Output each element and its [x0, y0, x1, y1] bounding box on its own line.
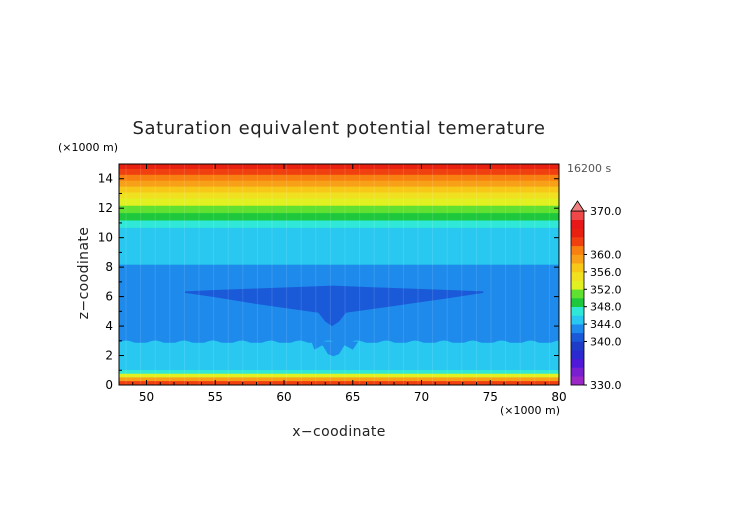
y-tick-label: 12 — [98, 201, 113, 215]
colorbar-swatch — [571, 245, 584, 255]
colorbar-swatch — [571, 315, 584, 325]
y-tick-label: 6 — [105, 290, 113, 304]
colorbar-swatch — [571, 332, 584, 342]
colorbar-tick-label: 356.0 — [590, 266, 622, 279]
contour-band-13 — [119, 180, 559, 187]
y-tick-label: 2 — [105, 349, 113, 363]
colorbar-swatch — [571, 237, 584, 247]
colorbar-swatch — [571, 211, 584, 220]
colorbar-swatch — [571, 280, 584, 290]
colorbar-tick-label: 370.0 — [590, 205, 622, 218]
y-axis-label: z−coodinate — [76, 227, 92, 320]
colorbar-tick-label: 330.0 — [590, 379, 622, 392]
contour-band-15 — [119, 168, 559, 175]
colorbar-swatch — [571, 367, 584, 377]
x-axis-unit: (×1000 m) — [500, 404, 560, 417]
colorbar-swatch — [571, 376, 584, 386]
y-tick-label: 8 — [105, 260, 113, 274]
chart-title: Saturation equivalent potential temeratu… — [132, 118, 545, 139]
y-axis-unit: (×1000 m) — [58, 141, 118, 154]
colorbar-swatch — [571, 298, 584, 307]
colorbar-swatch — [571, 263, 584, 273]
plot-area — [118, 163, 560, 386]
x-tick-label: 55 — [208, 390, 223, 404]
colorbar-swatch — [571, 341, 584, 351]
contour-region-bump — [311, 341, 359, 357]
y-axis: 0 2 4 6 8 10 12 14 — [98, 163, 559, 392]
x-tick-label: 65 — [345, 390, 360, 404]
colorbar-tick-label: 360.0 — [590, 249, 622, 262]
x-tick-label: 50 — [139, 390, 154, 404]
contour-band-14 — [119, 174, 559, 181]
x-tick-label: 70 — [414, 390, 429, 404]
contour-band-8 — [119, 212, 559, 221]
contour-band-12 — [119, 186, 559, 193]
y-tick-label: 14 — [98, 172, 113, 186]
colorbar-swatch — [571, 358, 584, 368]
colorbar-tick-label: 340.0 — [590, 336, 622, 349]
contour-band-11 — [119, 191, 559, 199]
time-label: 16200 s — [567, 162, 611, 175]
colorbar-swatch — [571, 306, 584, 316]
colorbar-swatch — [571, 219, 584, 229]
x-tick-label: 80 — [551, 390, 566, 404]
contour-band-6 — [119, 227, 559, 265]
colorbar-tick-label: 344.0 — [590, 318, 622, 331]
x-tick-label: 60 — [276, 390, 291, 404]
y-tick-label: 10 — [98, 231, 113, 245]
colorbar-tick-label: 352.0 — [590, 283, 622, 296]
colorbar: 330.0 340.0 344.0 348.0 352.0 356.0 360.0 370.0 — [570, 200, 622, 392]
colorbar-tick-label: 348.0 — [590, 301, 622, 314]
colorbar-swatch — [571, 350, 584, 360]
colorbar-swatch — [571, 254, 584, 264]
colorbar-swatch — [571, 324, 584, 334]
contour-region-lower-cyan — [119, 340, 559, 370]
x-tick-label: 75 — [483, 390, 498, 404]
colorbar-extend-max — [570, 200, 585, 212]
contour-band-1 — [119, 376, 559, 382]
contour-band-16 — [119, 164, 559, 169]
y-tick-label: 0 — [105, 378, 113, 392]
colorbar-swatch — [571, 289, 584, 299]
contour-band-10 — [119, 197, 559, 206]
contour-band-3 — [119, 369, 559, 374]
contour-band-9 — [119, 205, 559, 214]
colorbar-swatch — [571, 228, 584, 238]
contour-region-low-theta — [185, 285, 484, 327]
colorbar-swatch — [571, 271, 584, 281]
contour-band-7 — [119, 219, 559, 228]
x-axis-label: x−coodinate — [292, 424, 386, 440]
contour-band-2 — [119, 373, 559, 378]
x-axis: 50 55 60 65 70 75 80 — [132, 164, 567, 404]
y-tick-label: 4 — [105, 319, 113, 333]
